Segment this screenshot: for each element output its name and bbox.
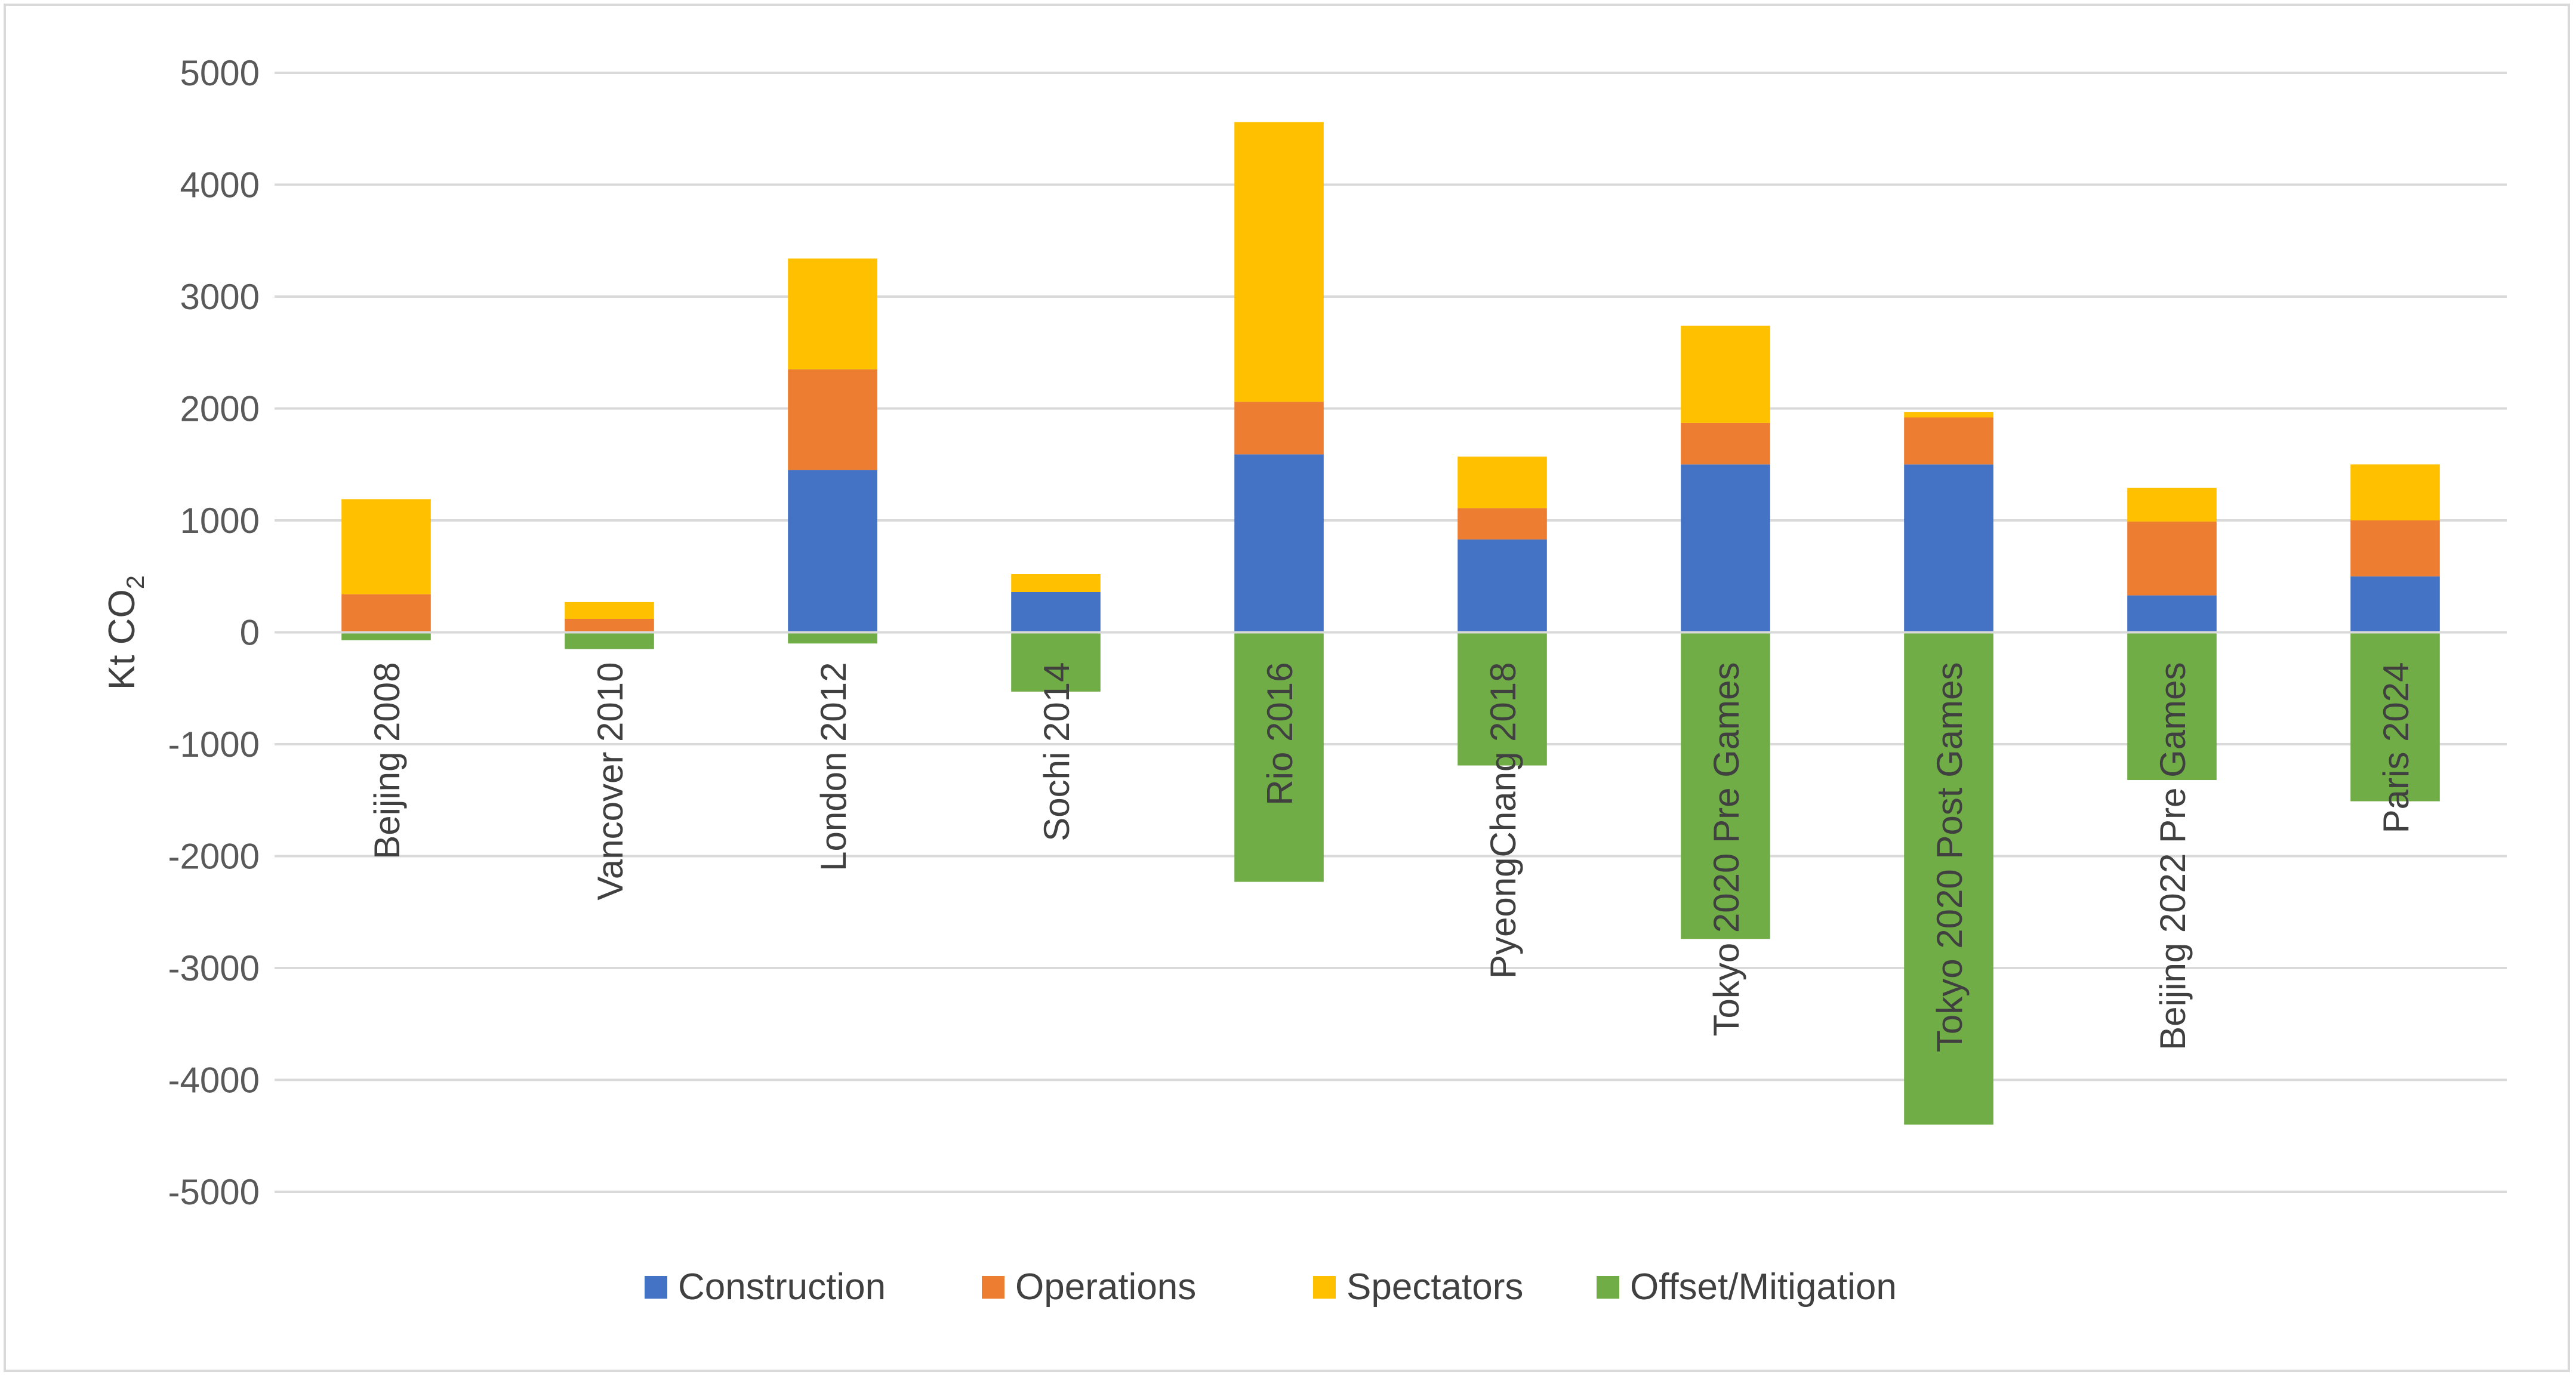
bar-construction	[1681, 464, 1770, 633]
bar-operations	[1904, 417, 1993, 465]
bar-construction	[1904, 464, 1993, 633]
legend-swatch	[1313, 1276, 1336, 1299]
category-label: Tokyo 2020 Pre Games	[1706, 662, 1746, 1037]
bar-construction	[1458, 539, 1547, 633]
bar-offset-mitigation	[1458, 632, 1547, 766]
category-label: Paris 2024	[2376, 662, 2416, 834]
bar-spectators	[1011, 574, 1101, 592]
y-tick-label: 4000	[180, 165, 260, 205]
bar-spectators	[1234, 122, 1324, 402]
bar-construction	[1011, 592, 1101, 633]
bar-construction	[2127, 595, 2217, 633]
bars	[341, 122, 2440, 1125]
legend-swatch	[645, 1276, 667, 1299]
bar-offset-mitigation	[2350, 632, 2440, 801]
bar-offset-mitigation	[788, 632, 877, 644]
bar-offset-mitigation	[341, 632, 431, 640]
category-label: Tokyo 2020 Post Games	[1930, 662, 1970, 1053]
category-label: Beijing 2008	[367, 662, 407, 859]
legend-label: Spectators	[1346, 1266, 1523, 1308]
y-tick-label: -5000	[168, 1172, 260, 1212]
bar-operations	[2127, 521, 2217, 596]
category-label: Rio 2016	[1260, 662, 1300, 806]
bar-offset-mitigation	[565, 632, 654, 649]
bar-offset-mitigation	[1681, 632, 1770, 939]
y-tick-label: -1000	[168, 725, 260, 764]
bar-spectators	[2350, 464, 2440, 520]
y-tick-label: 2000	[180, 389, 260, 429]
bar-offset-mitigation	[1011, 632, 1101, 692]
bar-spectators	[341, 499, 431, 594]
bar-operations	[341, 594, 431, 633]
category-label: Sochi 2014	[1037, 662, 1077, 841]
bar-offset-mitigation	[1234, 632, 1324, 882]
category-label: Beijing 2022 Pre Games	[2153, 662, 2193, 1050]
legend-label: Operations	[1015, 1266, 1196, 1308]
bar-spectators	[1458, 457, 1547, 508]
bar-construction	[788, 470, 877, 633]
bar-operations	[1234, 402, 1324, 455]
y-axis-label: Kt CO2	[101, 575, 149, 690]
legend-swatch	[1597, 1276, 1619, 1299]
y-tick-label: 5000	[180, 53, 260, 93]
bar-operations	[1681, 423, 1770, 465]
bar-operations	[565, 619, 654, 633]
legend-label: Construction	[678, 1266, 886, 1308]
bar-construction	[1234, 454, 1324, 633]
y-tick-label: -3000	[168, 948, 260, 988]
y-axis-ticks: 5000 4000 3000 2000 1000 0 -1000 -2000 -3000 -400…	[168, 53, 260, 1212]
y-tick-label: 0	[240, 613, 260, 653]
category-label: London 2012	[814, 662, 853, 871]
y-tick-label: -2000	[168, 837, 260, 877]
bar-offset-mitigation	[1904, 632, 1993, 1125]
bar-operations	[2350, 520, 2440, 577]
bar-operations	[788, 369, 877, 470]
bar-spectators	[788, 258, 877, 369]
bar-offset-mitigation	[2127, 632, 2217, 780]
y-tick-label: 1000	[180, 501, 260, 541]
bar-spectators	[2127, 488, 2217, 522]
category-label: Vancover 2010	[590, 662, 630, 901]
legend: Construction Operations Spectators Offset/M…	[645, 1266, 1897, 1308]
y-tick-label: -4000	[168, 1061, 260, 1100]
bar-construction	[2350, 576, 2440, 633]
bar-spectators	[1681, 325, 1770, 423]
category-label: PyeongChang 2018	[1483, 662, 1523, 979]
y-tick-label: 3000	[180, 277, 260, 317]
legend-label: Offset/Mitigation	[1630, 1266, 1897, 1308]
bar-spectators	[1904, 412, 1993, 418]
bar-operations	[1458, 508, 1547, 540]
bar-spectators	[565, 602, 654, 619]
category-labels: Beijing 2008 Vancover 2010 London 2012 Soch…	[367, 662, 2416, 1053]
legend-swatch	[982, 1276, 1004, 1299]
